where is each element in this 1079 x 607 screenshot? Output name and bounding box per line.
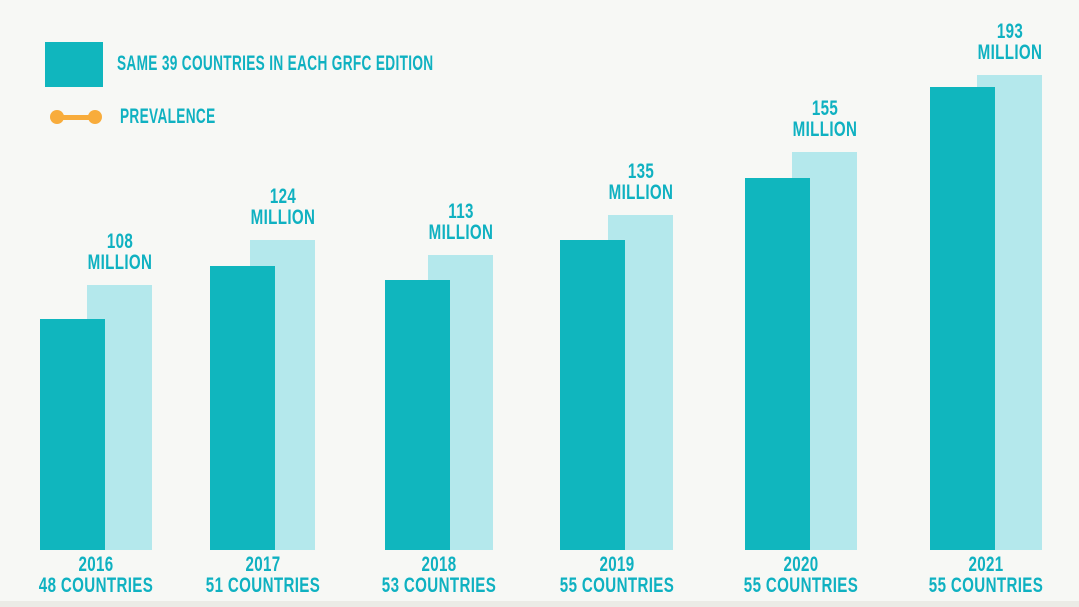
bar-same39-2021: [930, 87, 995, 550]
bar-same39-2016: [40, 319, 105, 550]
prevalence-line-segment: [55, 115, 97, 120]
value-label-2021: 193 MILLION: [977, 20, 1042, 64]
category-label-2016: 2016 48 COUNTRIES: [38, 553, 154, 597]
legend-label-prevalence: PREVALENCE: [120, 105, 216, 128]
value-label-2016: 108 MILLION: [87, 230, 152, 274]
prevalence-dot-right: [88, 110, 102, 124]
bottom-strip: [0, 601, 1079, 607]
category-label-2021: 2021 55 COUNTRIES: [928, 553, 1044, 597]
bar-same39-2018: [385, 280, 450, 550]
bar-same39-2017: [210, 266, 275, 550]
value-label-2020: 155 MILLION: [792, 97, 857, 141]
prevalence-dot-left: [50, 110, 64, 124]
bar-same39-2019: [560, 240, 625, 550]
value-label-2019: 135 MILLION: [608, 160, 673, 204]
bar-same39-2020: [745, 178, 810, 550]
prevalence-line-icon: [50, 110, 102, 124]
value-label-2017: 124 MILLION: [250, 185, 315, 229]
category-label-2019: 2019 55 COUNTRIES: [559, 553, 674, 597]
category-label-2020: 2020 55 COUNTRIES: [743, 553, 859, 597]
category-label-2017: 2017 51 COUNTRIES: [205, 553, 320, 597]
value-label-2018: 113 MILLION: [428, 200, 493, 244]
legend-label-same39: SAME 39 COUNTRIES IN EACH GRFC EDITION: [117, 52, 434, 75]
legend-swatch-same39-icon: [45, 42, 103, 87]
category-label-2018: 2018 53 COUNTRIES: [381, 553, 497, 597]
